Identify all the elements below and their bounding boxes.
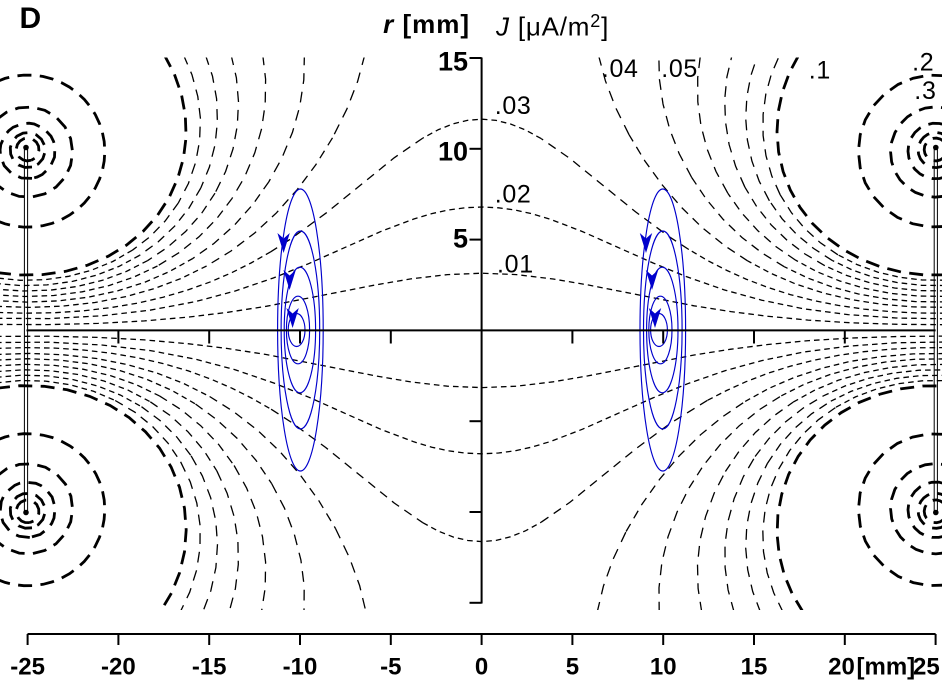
svg-text:r [mm]: r [mm]: [383, 9, 470, 39]
svg-text:15: 15: [438, 47, 468, 77]
svg-text:.1: .1: [809, 57, 831, 85]
svg-text:.04: .04: [602, 55, 639, 83]
svg-text:J [μA/m2]: J [μA/m2]: [495, 11, 609, 42]
svg-text:-15: -15: [192, 654, 227, 681]
svg-text:5: 5: [453, 224, 468, 254]
svg-text:10: 10: [438, 137, 468, 167]
svg-text:-10: -10: [283, 654, 318, 681]
svg-text:25: 25: [913, 654, 940, 681]
svg-text:[mm]: [mm]: [857, 654, 916, 681]
svg-text:.03: .03: [495, 92, 532, 120]
svg-text:.02: .02: [495, 180, 532, 208]
svg-text:-20: -20: [101, 654, 136, 681]
svg-text:-5: -5: [380, 654, 401, 681]
svg-text:.2: .2: [912, 49, 934, 77]
svg-text:15: 15: [741, 654, 768, 681]
svg-text:10: 10: [650, 654, 677, 681]
svg-text:.01: .01: [497, 250, 534, 278]
svg-text:D: D: [20, 2, 42, 35]
svg-text:5: 5: [566, 654, 579, 681]
svg-text:.05: .05: [661, 55, 698, 83]
svg-text:20: 20: [828, 654, 855, 681]
svg-text:.3: .3: [914, 77, 936, 105]
svg-text:0: 0: [475, 654, 488, 681]
svg-text:-25: -25: [10, 654, 45, 681]
